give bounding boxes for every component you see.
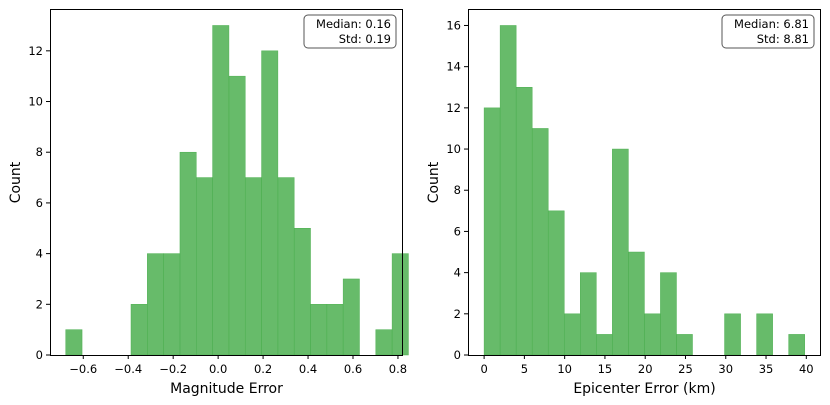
epicenter-error-bar: [612, 148, 629, 356]
epicenter-error-bar: [628, 251, 645, 356]
epicenter-error-bar: [676, 334, 693, 356]
magnitude-error-x-tick-label: −0.2: [159, 362, 187, 376]
magnitude-error-x-tick-label: 0.8: [389, 362, 407, 376]
epicenter-error-x-ticks: 0 5 10 15 20 25 30 35 40: [480, 355, 814, 376]
epicenter-error-y-tick-label: 14: [446, 60, 461, 74]
magnitude-error-bar: [130, 304, 148, 356]
magnitude-error-y-tick-label: 6: [36, 196, 43, 210]
epicenter-error-bars: [483, 25, 805, 356]
magnitude-error-bar: [65, 329, 83, 356]
epicenter-error-y-tick-label: 8: [454, 183, 461, 197]
epicenter-error-bar: [580, 272, 597, 356]
magnitude-error-x-ticks: −0.6 −0.4 −0.2 0.0 0.2 0.4 0.6 0.8: [69, 355, 407, 376]
epicenter-error-y-ticks: 0 2 4 6 8 10 12 14 16: [446, 18, 468, 362]
epicenter-error-x-tick-label: 5: [521, 362, 528, 376]
magnitude-error-median-label: Median: 0.16: [316, 17, 391, 31]
magnitude-error-y-tick-label: 2: [36, 297, 43, 311]
epicenter-error-bar: [788, 334, 805, 356]
magnitude-error-bar: [326, 304, 344, 356]
epicenter-error-plot-frame: [468, 9, 821, 356]
epicenter-error-bar: [547, 210, 565, 356]
magnitude-error-bar: [261, 50, 279, 356]
epicenter-error-y-tick-label: 10: [446, 142, 461, 156]
magnitude-error-x-tick-label: 0.6: [344, 362, 362, 376]
epicenter-error-x-tick-label: 10: [557, 362, 572, 376]
magnitude-error-y-tick-label: 4: [36, 247, 43, 261]
magnitude-error-y-tick-label: 12: [28, 44, 43, 58]
magnitude-error-bar: [391, 253, 409, 356]
epicenter-error-x-tick-label: 40: [799, 362, 814, 376]
epicenter-error-std-label: Std: 8.81: [757, 32, 809, 46]
magnitude-error-bars: [65, 25, 409, 356]
epicenter-error-y-tick-label: 4: [454, 266, 461, 280]
epicenter-error-bar: [596, 334, 613, 356]
magnitude-error-histogram: −0.6 −0.4 −0.2 0.0 0.2 0.4 0.6 0.8 0 2 4 6 8 10 12 Ma…: [8, 9, 409, 397]
magnitude-error-bar: [375, 329, 393, 356]
epicenter-error-bar: [483, 107, 501, 356]
epicenter-error-median-label: Median: 6.81: [734, 17, 809, 31]
epicenter-error-histogram: 0 5 10 15 20 25 30 35 40 0 2 4 6 8 10 12 14 16 Epicenter…: [426, 9, 821, 397]
epicenter-error-x-axis-title: Epicenter Error (km): [573, 381, 715, 397]
magnitude-error-bar: [277, 177, 295, 356]
magnitude-error-x-tick-label: −0.4: [114, 362, 142, 376]
magnitude-error-x-tick-label: 0.2: [254, 362, 272, 376]
epicenter-error-bar: [499, 25, 517, 356]
magnitude-error-y-axis-title: Count: [8, 161, 24, 203]
magnitude-error-bar: [342, 278, 360, 356]
epicenter-error-x-tick-label: 35: [759, 362, 774, 376]
epicenter-error-x-tick-label: 0: [480, 362, 487, 376]
epicenter-error-stats-box: Median: 6.81 Std: 8.81: [721, 14, 815, 49]
epicenter-error-x-tick-label: 25: [678, 362, 693, 376]
magnitude-error-x-axis-title: Magnitude Error: [170, 381, 283, 397]
epicenter-error-y-tick-label: 6: [454, 224, 461, 238]
magnitude-error-bar: [179, 151, 197, 356]
epicenter-error-x-tick-label: 20: [638, 362, 653, 376]
epicenter-error-bar: [660, 272, 677, 356]
epicenter-error-y-tick-label: 0: [454, 348, 461, 362]
magnitude-error-x-tick-label: 0.0: [209, 362, 227, 376]
epicenter-error-bar: [531, 128, 549, 356]
epicenter-error-y-tick-label: 16: [446, 18, 461, 32]
magnitude-error-bar: [310, 304, 328, 356]
magnitude-error-bar: [228, 75, 246, 356]
magnitude-error-bar: [212, 25, 230, 356]
epicenter-error-y-tick-label: 2: [454, 307, 461, 321]
epicenter-error-x-tick-label: 15: [598, 362, 613, 376]
magnitude-error-y-tick-label: 0: [36, 348, 43, 362]
magnitude-error-x-tick-label: −0.6: [69, 362, 97, 376]
magnitude-error-stats-box: Median: 0.16 Std: 0.19: [303, 14, 397, 49]
epicenter-error-x-tick-label: 30: [718, 362, 733, 376]
epicenter-error-bar: [644, 313, 661, 356]
magnitude-error-bar: [244, 177, 262, 356]
magnitude-error-bar: [147, 253, 164, 356]
magnitude-error-plot-frame: [50, 9, 403, 356]
magnitude-error-std-label: Std: 0.19: [339, 32, 391, 46]
epicenter-error-y-tick-label: 12: [446, 101, 461, 115]
magnitude-error-y-ticks: 0 2 4 6 8 10 12: [28, 44, 50, 362]
epicenter-error-bar: [564, 313, 581, 356]
epicenter-error-bar: [756, 313, 773, 356]
magnitude-error-bar: [293, 228, 311, 356]
epicenter-error-bar: [724, 313, 741, 356]
magnitude-error-y-tick-label: 10: [28, 95, 43, 109]
magnitude-error-x-tick-label: 0.4: [299, 362, 317, 376]
epicenter-error-bar: [515, 87, 533, 356]
epicenter-error-y-axis-title: Count: [426, 161, 442, 203]
magnitude-error-bar: [196, 177, 213, 356]
magnitude-error-y-tick-label: 8: [36, 145, 43, 159]
magnitude-error-bar: [163, 253, 181, 356]
